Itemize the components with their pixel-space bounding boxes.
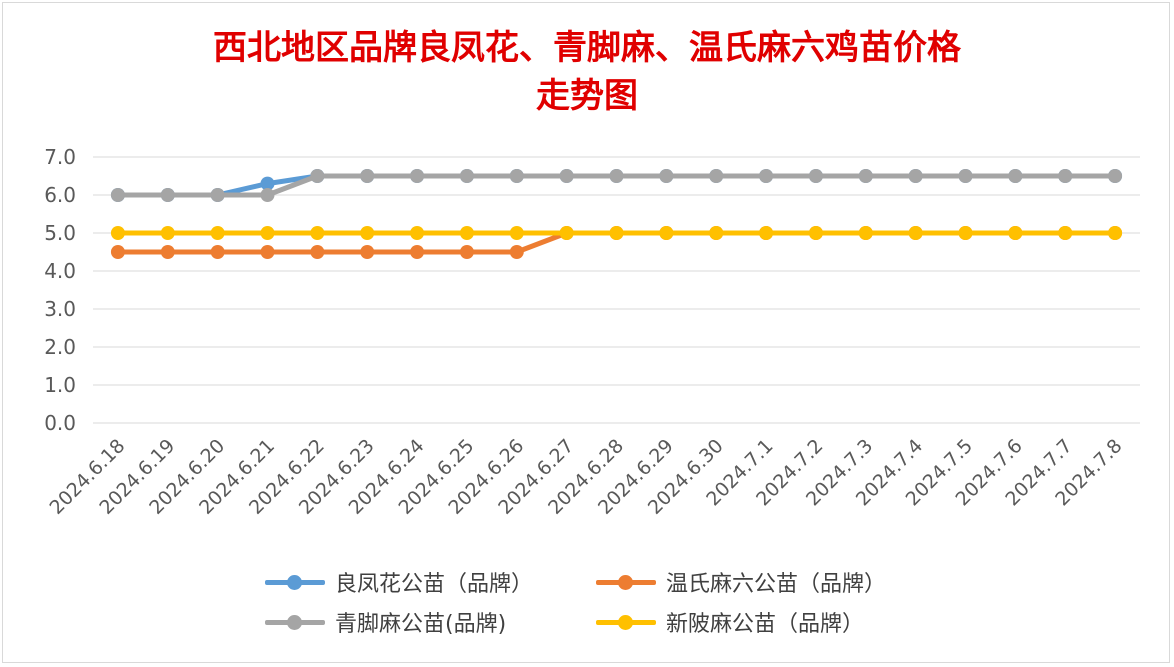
series-4-point-1: [160, 226, 175, 240]
series-3-point-2: [210, 188, 225, 202]
series-2-point-5: [360, 245, 375, 259]
series-3-point-7: [459, 169, 474, 183]
series-4-point-3: [260, 226, 275, 240]
legend-label-series-4: 新陂麻公苗（品牌）: [666, 612, 865, 637]
series-2-point-3: [260, 245, 275, 259]
series-2-point-7: [459, 245, 474, 259]
series-3-point-14: [808, 169, 823, 183]
legend-marker-series-4: [596, 604, 656, 640]
series-2-point-1: [160, 245, 175, 259]
legend-marker-series-1: [265, 564, 325, 600]
chart-subtitle: 走势图: [536, 76, 638, 116]
y-tick-label-7: 7.0: [44, 145, 76, 169]
series-2-point-6: [410, 245, 425, 259]
series-3-point-17: [958, 169, 973, 183]
series-4-point-13: [759, 226, 774, 240]
series-4-point-8: [509, 226, 524, 240]
series-4-point-14: [808, 226, 823, 240]
legend-item-series-4: 新陂麻公苗（品牌）: [596, 604, 864, 640]
legend-marker-series-2: [596, 564, 656, 600]
series-2-point-2: [210, 245, 225, 259]
series-1-point-3: [260, 176, 275, 191]
y-tick-label-1: 1.0: [44, 373, 76, 397]
series-3-point-13: [759, 169, 774, 183]
series-4-point-15: [858, 226, 873, 240]
series-3-point-20: [1108, 169, 1123, 183]
series-4-point-6: [410, 226, 425, 240]
legend-item-series-1: 良凤花公苗（品牌）: [265, 564, 533, 600]
series-4-point-4: [310, 226, 325, 240]
y-tick-label-0: 0.0: [44, 411, 76, 435]
y-tick-label-4: 4.0: [44, 259, 76, 283]
series-4-point-11: [659, 226, 674, 240]
legend-item-series-3: 青脚麻公苗(品牌): [265, 604, 506, 640]
legend-marker-series-3: [265, 604, 325, 640]
series-3-point-18: [1008, 169, 1023, 183]
series-3-point-11: [659, 169, 674, 183]
series-4-point-9: [559, 226, 574, 240]
series-4-point-10: [609, 226, 624, 240]
chart-legend: 良凤花公苗（品牌） 温氏麻六公苗（品牌） 青脚麻公苗(品牌) 新陂麻公苗（品牌）: [0, 562, 1174, 646]
legend-label-series-1: 良凤花公苗（品牌）: [335, 572, 534, 597]
series-3-point-5: [360, 169, 375, 183]
y-tick-label-2: 2.0: [44, 335, 76, 359]
series-4-point-20: [1108, 226, 1123, 240]
series-4-point-2: [210, 226, 225, 240]
series-3-point-15: [858, 169, 873, 183]
series-4-point-17: [958, 226, 973, 240]
y-tick-label-5: 5.0: [44, 221, 76, 245]
y-tick-label-6: 6.0: [44, 183, 76, 207]
series-3-point-12: [709, 169, 724, 183]
series-4-point-16: [908, 226, 923, 240]
series-4-point-12: [709, 226, 724, 240]
series-3-point-4: [310, 169, 325, 183]
series-3-point-8: [509, 169, 524, 183]
y-tick-label-3: 3.0: [44, 297, 76, 321]
legend-item-series-2: 温氏麻六公苗（品牌）: [596, 564, 886, 600]
series-4-point-7: [459, 226, 474, 240]
chart-title: 西北地区品牌良凤花、青脚麻、温氏麻六鸡苗价格: [213, 28, 961, 68]
series-3-point-0: [110, 188, 125, 202]
series-3-point-16: [908, 169, 923, 183]
series-2-point-4: [310, 245, 325, 259]
series-2-point-8: [509, 245, 524, 259]
series-4-point-5: [360, 226, 375, 240]
series-3-point-19: [1058, 169, 1073, 183]
legend-label-series-2: 温氏麻六公苗（品牌）: [666, 572, 887, 597]
series-3-point-9: [559, 169, 574, 183]
series-3-point-3: [260, 188, 275, 202]
series-3-point-1: [160, 188, 175, 202]
series-3-point-10: [609, 169, 624, 183]
series-4-point-19: [1058, 226, 1073, 240]
series-3-point-6: [410, 169, 425, 183]
series-4-point-0: [110, 226, 125, 240]
legend-label-series-3: 青脚麻公苗(品牌): [335, 612, 507, 637]
series-2-point-0: [110, 245, 125, 259]
series-4-point-18: [1008, 226, 1023, 240]
